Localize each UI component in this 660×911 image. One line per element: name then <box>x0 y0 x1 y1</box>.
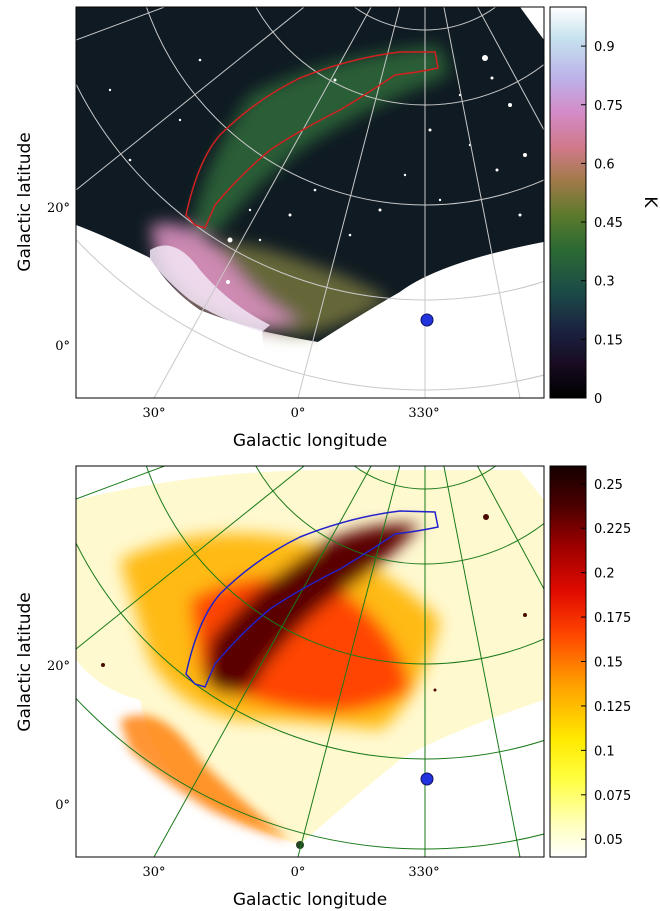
bottom-axes-frame <box>75 465 545 858</box>
top-colorbar-ticks-label-6: 0.9 <box>594 40 615 55</box>
top-colorbar-label: K <box>640 196 660 208</box>
bottom-colorbar-ticks-label-1: 0.075 <box>594 789 631 804</box>
bottom-colorbar-ticks-label-3: 0.125 <box>594 700 631 715</box>
bottom-colorbar-ticks-label-7: 0.225 <box>594 522 631 537</box>
bottom-coordinate-grid <box>76 466 544 857</box>
bottom-xtick-1: 30° <box>142 865 165 880</box>
top-xlabel: Galactic longitude <box>233 431 387 451</box>
top-colorbar-ticks-label-4: 0.6 <box>594 157 615 172</box>
bottom-contour <box>185 510 439 688</box>
top-colorbar-ticks: 0 0.15 0.3 0.45 0.6 0.75 0.9 <box>581 40 623 407</box>
top-colorbar-ticks-label-0: 0 <box>594 392 602 407</box>
top-xtick-1: 30° <box>142 406 165 421</box>
bottom-heatmap <box>76 466 544 857</box>
top-colorbar-ticks-label-5: 0.75 <box>594 99 623 114</box>
bottom-colorbar <box>549 465 587 858</box>
bottom-colorbar-ticks: 0.05 0.075 0.1 0.125 0.15 0.175 0.2 0.225 0.25 <box>581 478 631 848</box>
top-saturated-region <box>76 225 268 398</box>
top-xtick-2: 0° <box>291 406 306 421</box>
top-axes-frame <box>75 6 545 399</box>
top-colorbar-ticks-label-2: 0.3 <box>594 275 615 290</box>
bottom-ytick-1: 20° <box>47 659 70 674</box>
top-ylabel: Galactic latitude <box>15 132 35 271</box>
top-colorbar-ticks-label-1: 0.15 <box>594 333 623 348</box>
bottom-colorbar-ticks-label-5: 0.175 <box>594 611 631 626</box>
top-panel: 30° 0° 330° 20° 0° Galactic longitude Ga… <box>15 6 660 451</box>
top-contour <box>185 51 439 229</box>
top-point-sources <box>108 55 527 284</box>
bottom-ytick-2: 0° <box>55 798 70 813</box>
top-marker <box>420 313 434 327</box>
top-saturated-edge <box>150 245 270 332</box>
top-ytick-1: 20° <box>47 201 70 216</box>
bottom-ylabel: Galactic latitude <box>15 592 35 731</box>
bottom-emission-core <box>205 524 420 694</box>
top-emission-bright <box>150 223 300 327</box>
top-colorbar <box>549 6 587 399</box>
bottom-xtick-2: 0° <box>291 865 306 880</box>
bottom-colorbar-ticks-label-2: 0.1 <box>594 744 615 759</box>
top-colorbar-ticks-label-3: 0.45 <box>594 216 623 231</box>
top-ytick-2: 0° <box>55 339 70 354</box>
bottom-colorbar-ticks-label-8: 0.25 <box>594 478 623 493</box>
top-xtick-3: 330° <box>408 406 439 421</box>
top-heatmap <box>76 7 544 398</box>
bottom-colorbar-ticks-label-4: 0.15 <box>594 656 623 671</box>
bottom-xlabel: Galactic longitude <box>233 890 387 910</box>
top-emission-band <box>190 45 450 240</box>
bottom-colorbar-ticks-label-6: 0.2 <box>594 567 615 582</box>
bottom-xtick-3: 330° <box>408 865 439 880</box>
bottom-emission-streak <box>120 715 290 840</box>
bottom-marker <box>420 772 434 786</box>
bottom-colorbar-ticks-label-0: 0.05 <box>594 833 623 848</box>
